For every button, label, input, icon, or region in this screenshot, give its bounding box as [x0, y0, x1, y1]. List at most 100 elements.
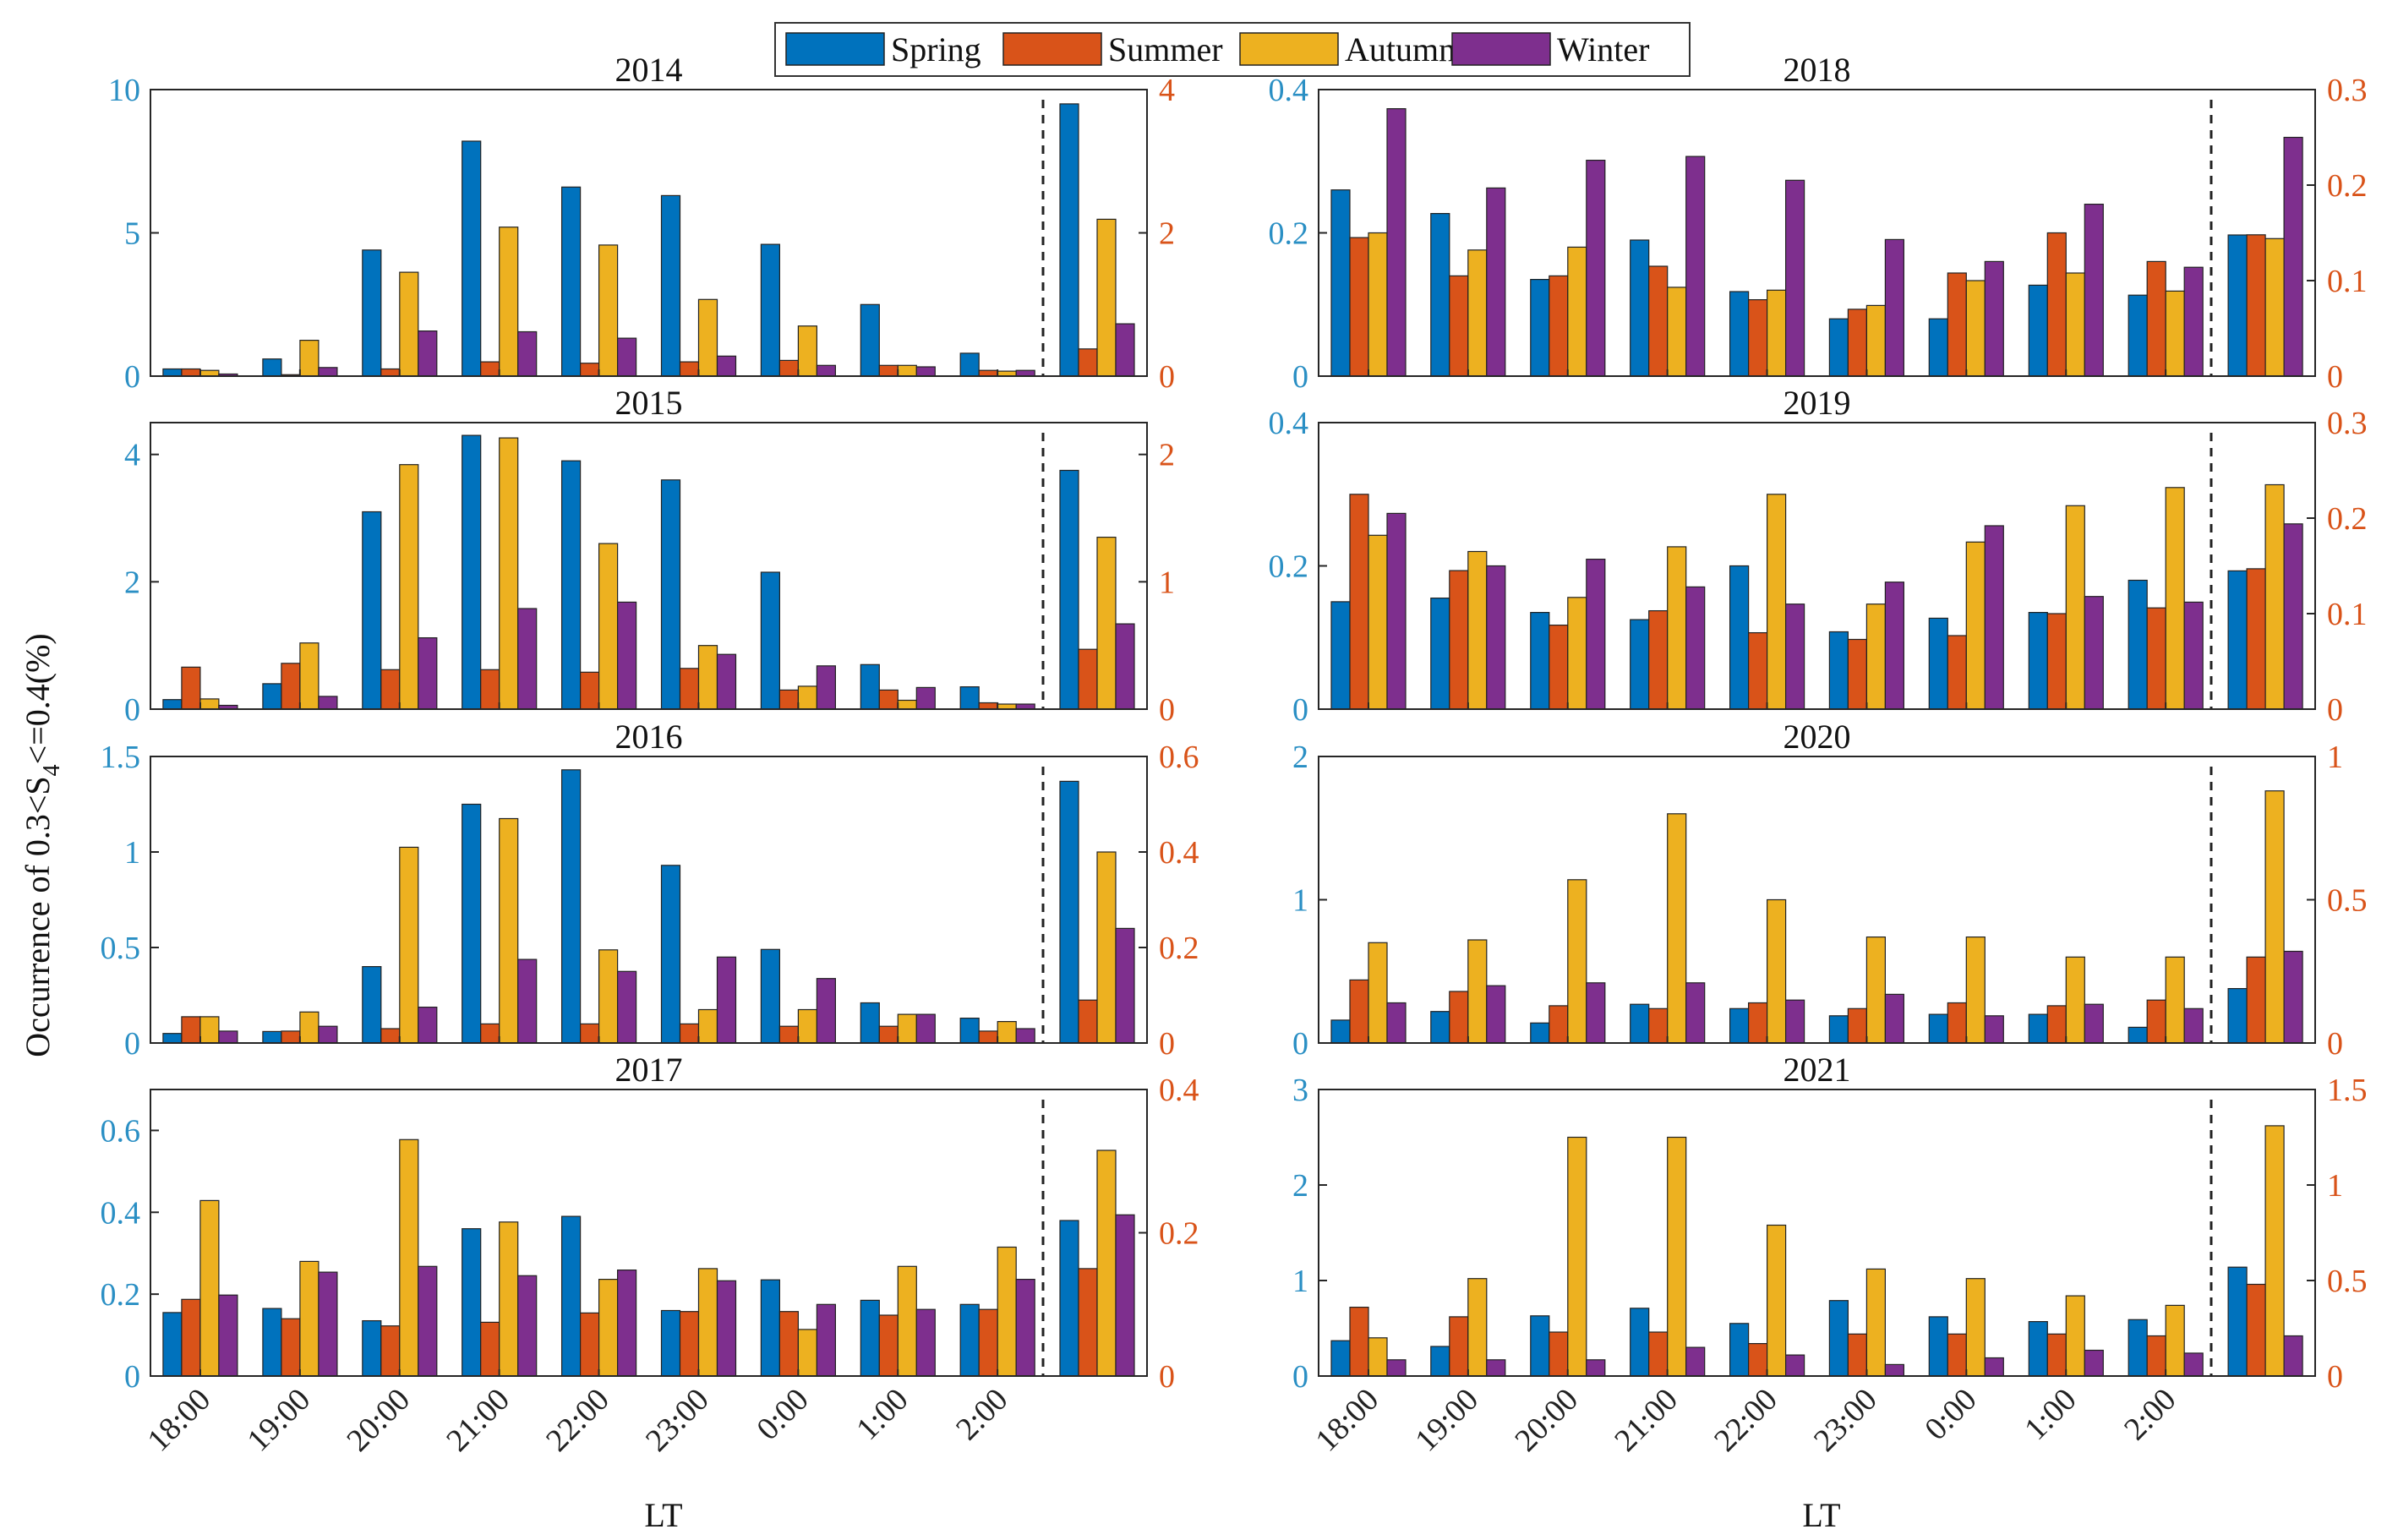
bar-2016-autumn-4	[598, 949, 619, 1044]
bar-2016-summer-7	[878, 1025, 899, 1044]
left-tick-label: 1.5	[101, 740, 141, 775]
x-tick-label: 20:00	[340, 1382, 417, 1459]
bar-2018-winter-2	[1586, 160, 1606, 377]
bar-2019-summer-0	[1349, 494, 1369, 710]
bar-2018-spring-5	[1828, 318, 1849, 377]
bar-2018-summer-4	[1748, 299, 1768, 377]
bar-2021-autumn-7	[2065, 1295, 2085, 1377]
right-tick-label: 0.2	[2327, 168, 2368, 204]
bar-2018-winter-7	[2084, 204, 2104, 377]
bar-2019-autumn-8	[2165, 487, 2185, 710]
bar-2014-autumn-0	[199, 369, 220, 377]
bar-2017-winter-2	[418, 1265, 438, 1377]
left-tick-label: 0.6	[101, 1113, 141, 1149]
bar-2021-spring-2	[1530, 1315, 1550, 1377]
bar-2021-summer-4	[1748, 1342, 1768, 1377]
bar-2019-autumn-6	[1965, 541, 1986, 710]
bar-2017-winter-1	[318, 1271, 338, 1377]
right-tick-label: 0	[2327, 1359, 2343, 1395]
bar-2019-autumn-5	[1865, 603, 1886, 710]
bar-2015-winter-3	[517, 608, 538, 710]
bar-2017-spring-9	[1059, 1220, 1079, 1377]
bar-2021-autumn-0	[1368, 1337, 1388, 1377]
bar-2017-winter-4	[616, 1269, 637, 1377]
bar-2014-summer-3	[480, 361, 500, 377]
bar-2016-autumn-2	[399, 846, 419, 1044]
legend: Spring Summer Autumn Winter	[774, 22, 1691, 77]
bar-2020-summer-8	[2146, 999, 2166, 1044]
bar-2019-winter-2	[1586, 558, 1606, 710]
bar-2018-summer-6	[1947, 272, 1967, 377]
axes-box	[150, 89, 1148, 377]
bar-2015-spring-9	[1059, 469, 1079, 710]
bar-2020-autumn-1	[1467, 939, 1488, 1044]
bar-2014-winter-6	[816, 364, 837, 377]
y-axis-label: Occurrence of 0.3<S4<=0.4(%)	[19, 633, 65, 1057]
bar-2017-winter-9	[1115, 1214, 1135, 1377]
bar-2017-spring-5	[660, 1309, 681, 1377]
bar-2016-spring-3	[462, 803, 482, 1044]
left-tick-label: 0.2	[1269, 216, 1309, 252]
bar-2020-winter-7	[2084, 1003, 2104, 1044]
bar-2021-summer-1	[1449, 1316, 1469, 1377]
bar-2021-winter-2	[1586, 1359, 1606, 1377]
bar-2017-winter-7	[915, 1308, 936, 1377]
bar-2015-summer-1	[281, 663, 301, 710]
bar-2021-autumn-9	[2264, 1125, 2285, 1377]
bar-2017-summer-3	[480, 1321, 500, 1377]
bar-2017-spring-0	[162, 1312, 183, 1377]
bar-2015-winter-9	[1115, 623, 1135, 710]
bar-2021-winter-1	[1486, 1359, 1506, 1377]
bar-2014-summer-2	[380, 368, 401, 377]
bar-2015-spring-2	[362, 511, 382, 710]
bar-2018-summer-7	[2046, 232, 2067, 377]
bar-2014-summer-8	[978, 369, 998, 377]
bar-2018-summer-5	[1847, 309, 1867, 377]
bar-2017-autumn-2	[399, 1139, 419, 1377]
bar-2017-spring-1	[262, 1308, 282, 1377]
panel-2016: 0 0.5 1 1.5 0 0.2 0.4 0.6 2016	[101, 718, 1199, 1062]
bar-2017-summer-6	[778, 1311, 800, 1377]
bar-2014-spring-2	[362, 249, 382, 377]
right-tick-label: 4	[1159, 73, 1175, 108]
bar-2016-winter-7	[915, 1013, 936, 1044]
x-tick-label: 20:00	[1508, 1382, 1585, 1459]
bar-2021-winter-7	[2084, 1349, 2104, 1377]
right-tick-label: 0.2	[1159, 1216, 1199, 1252]
right-tick-label: 0.3	[2327, 73, 2368, 108]
legend-swatch-winter	[1451, 32, 1551, 66]
bar-2021-winter-8	[2183, 1352, 2204, 1377]
x-tick-label: 18:00	[140, 1382, 217, 1459]
bar-2016-autumn-5	[697, 1008, 718, 1044]
bar-2015-summer-9	[1078, 648, 1098, 710]
right-tick-label: 0.2	[1159, 931, 1199, 966]
bar-2017-summer-4	[579, 1312, 600, 1377]
bar-2020-spring-1	[1430, 1011, 1450, 1044]
bar-2019-autumn-4	[1767, 494, 1787, 710]
bar-2015-autumn-7	[897, 699, 917, 710]
bar-2020-spring-5	[1828, 1015, 1849, 1044]
bar-2020-autumn-9	[2264, 790, 2285, 1044]
bar-2019-winter-3	[1685, 586, 1706, 710]
bar-2014-spring-8	[959, 352, 980, 377]
bar-2018-autumn-3	[1667, 287, 1687, 377]
bar-2018-winter-0	[1386, 108, 1407, 377]
left-tick-label: 2	[1292, 1168, 1308, 1204]
right-tick-label: 0	[1159, 1026, 1175, 1062]
bar-2014-autumn-6	[797, 325, 818, 377]
bar-2016-spring-0	[162, 1033, 183, 1044]
bar-2016-winter-1	[318, 1025, 338, 1044]
bar-2016-spring-6	[760, 948, 781, 1044]
axes-box	[150, 422, 1148, 710]
bar-2015-winter-2	[418, 636, 438, 710]
bar-2019-spring-7	[2028, 611, 2048, 710]
bar-2017-spring-8	[959, 1303, 980, 1377]
bar-2018-summer-0	[1349, 237, 1369, 377]
bar-2014-winter-1	[318, 367, 338, 377]
bar-2015-spring-4	[560, 460, 582, 710]
bar-2020-winter-1	[1486, 985, 1506, 1044]
bar-2016-spring-7	[860, 1002, 880, 1044]
x-axis-label-left: LT	[644, 1496, 682, 1534]
bar-2017-winter-0	[218, 1294, 238, 1377]
